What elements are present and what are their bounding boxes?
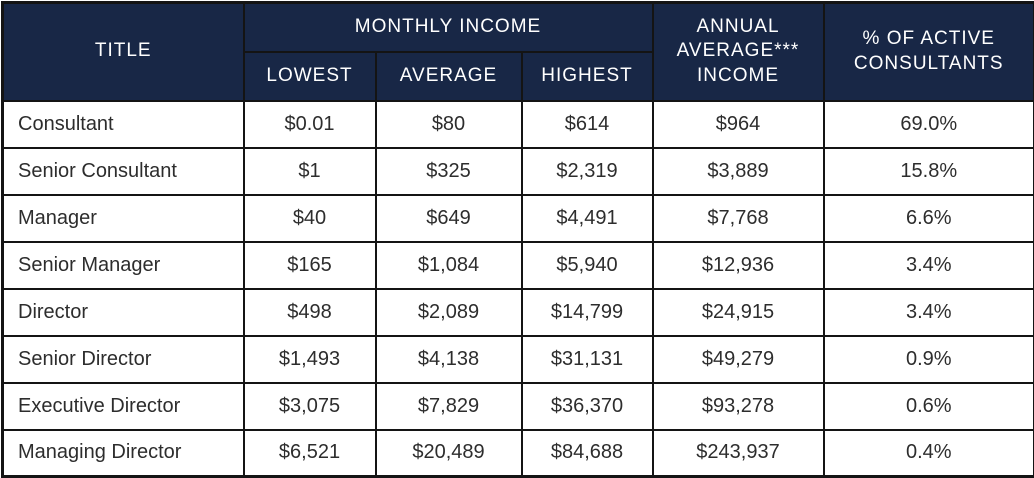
cell-pct-active: 69.0% <box>824 101 1034 148</box>
cell-title: Managing Director <box>3 430 244 477</box>
cell-highest: $31,131 <box>522 336 653 383</box>
table-row: Consultant $0.01 $80 $614 $964 69.0% <box>3 101 1034 148</box>
cell-lowest: $40 <box>244 195 376 242</box>
table-row: Manager $40 $649 $4,491 $7,768 6.6% <box>3 195 1034 242</box>
cell-average: $80 <box>376 101 522 148</box>
cell-pct-active: 15.8% <box>824 148 1034 195</box>
table-row: Senior Manager $165 $1,084 $5,940 $12,93… <box>3 242 1034 289</box>
cell-highest: $14,799 <box>522 289 653 336</box>
cell-lowest: $1 <box>244 148 376 195</box>
cell-highest: $5,940 <box>522 242 653 289</box>
cell-title: Senior Manager <box>3 242 244 289</box>
cell-average: $649 <box>376 195 522 242</box>
cell-title: Manager <box>3 195 244 242</box>
cell-lowest: $6,521 <box>244 430 376 477</box>
cell-pct-active: 3.4% <box>824 289 1034 336</box>
table-row: Senior Consultant $1 $325 $2,319 $3,889 … <box>3 148 1034 195</box>
cell-highest: $2,319 <box>522 148 653 195</box>
header-row-top: TITLE MONTHLY INCOME ANNUAL AVERAGE*** I… <box>3 3 1034 52</box>
cell-annual-average: $93,278 <box>653 383 824 430</box>
table-row: Senior Director $1,493 $4,138 $31,131 $4… <box>3 336 1034 383</box>
cell-lowest: $3,075 <box>244 383 376 430</box>
cell-average: $325 <box>376 148 522 195</box>
cell-highest: $4,491 <box>522 195 653 242</box>
cell-pct-active: 0.9% <box>824 336 1034 383</box>
cell-average: $2,089 <box>376 289 522 336</box>
cell-highest: $36,370 <box>522 383 653 430</box>
table-row: Managing Director $6,521 $20,489 $84,688… <box>3 430 1034 477</box>
cell-annual-average: $12,936 <box>653 242 824 289</box>
cell-average: $4,138 <box>376 336 522 383</box>
header-monthly-income: MONTHLY INCOME <box>244 3 653 52</box>
table-body: Consultant $0.01 $80 $614 $964 69.0% Sen… <box>3 101 1034 477</box>
header-title: TITLE <box>3 3 244 101</box>
cell-highest: $614 <box>522 101 653 148</box>
cell-lowest: $165 <box>244 242 376 289</box>
header-lowest: LOWEST <box>244 52 376 101</box>
cell-average: $20,489 <box>376 430 522 477</box>
header-highest: HIGHEST <box>522 52 653 101</box>
cell-highest: $84,688 <box>522 430 653 477</box>
header-average: AVERAGE <box>376 52 522 101</box>
table-header: TITLE MONTHLY INCOME ANNUAL AVERAGE*** I… <box>3 3 1034 101</box>
cell-pct-active: 0.6% <box>824 383 1034 430</box>
cell-title: Consultant <box>3 101 244 148</box>
cell-pct-active: 0.4% <box>824 430 1034 477</box>
table-row: Executive Director $3,075 $7,829 $36,370… <box>3 383 1034 430</box>
cell-pct-active: 3.4% <box>824 242 1034 289</box>
cell-lowest: $0.01 <box>244 101 376 148</box>
cell-annual-average: $3,889 <box>653 148 824 195</box>
cell-lowest: $498 <box>244 289 376 336</box>
cell-title: Executive Director <box>3 383 244 430</box>
cell-title: Senior Consultant <box>3 148 244 195</box>
table-row: Director $498 $2,089 $14,799 $24,915 3.4… <box>3 289 1034 336</box>
header-annual-average-income: ANNUAL AVERAGE*** INCOME <box>653 3 824 101</box>
cell-average: $1,084 <box>376 242 522 289</box>
cell-average: $7,829 <box>376 383 522 430</box>
cell-lowest: $1,493 <box>244 336 376 383</box>
cell-annual-average: $964 <box>653 101 824 148</box>
cell-annual-average: $7,768 <box>653 195 824 242</box>
cell-annual-average: $243,937 <box>653 430 824 477</box>
cell-annual-average: $49,279 <box>653 336 824 383</box>
cell-annual-average: $24,915 <box>653 289 824 336</box>
cell-title: Senior Director <box>3 336 244 383</box>
cell-title: Director <box>3 289 244 336</box>
cell-pct-active: 6.6% <box>824 195 1034 242</box>
header-active-consultants: % OF ACTIVE CONSULTANTS <box>824 3 1034 101</box>
